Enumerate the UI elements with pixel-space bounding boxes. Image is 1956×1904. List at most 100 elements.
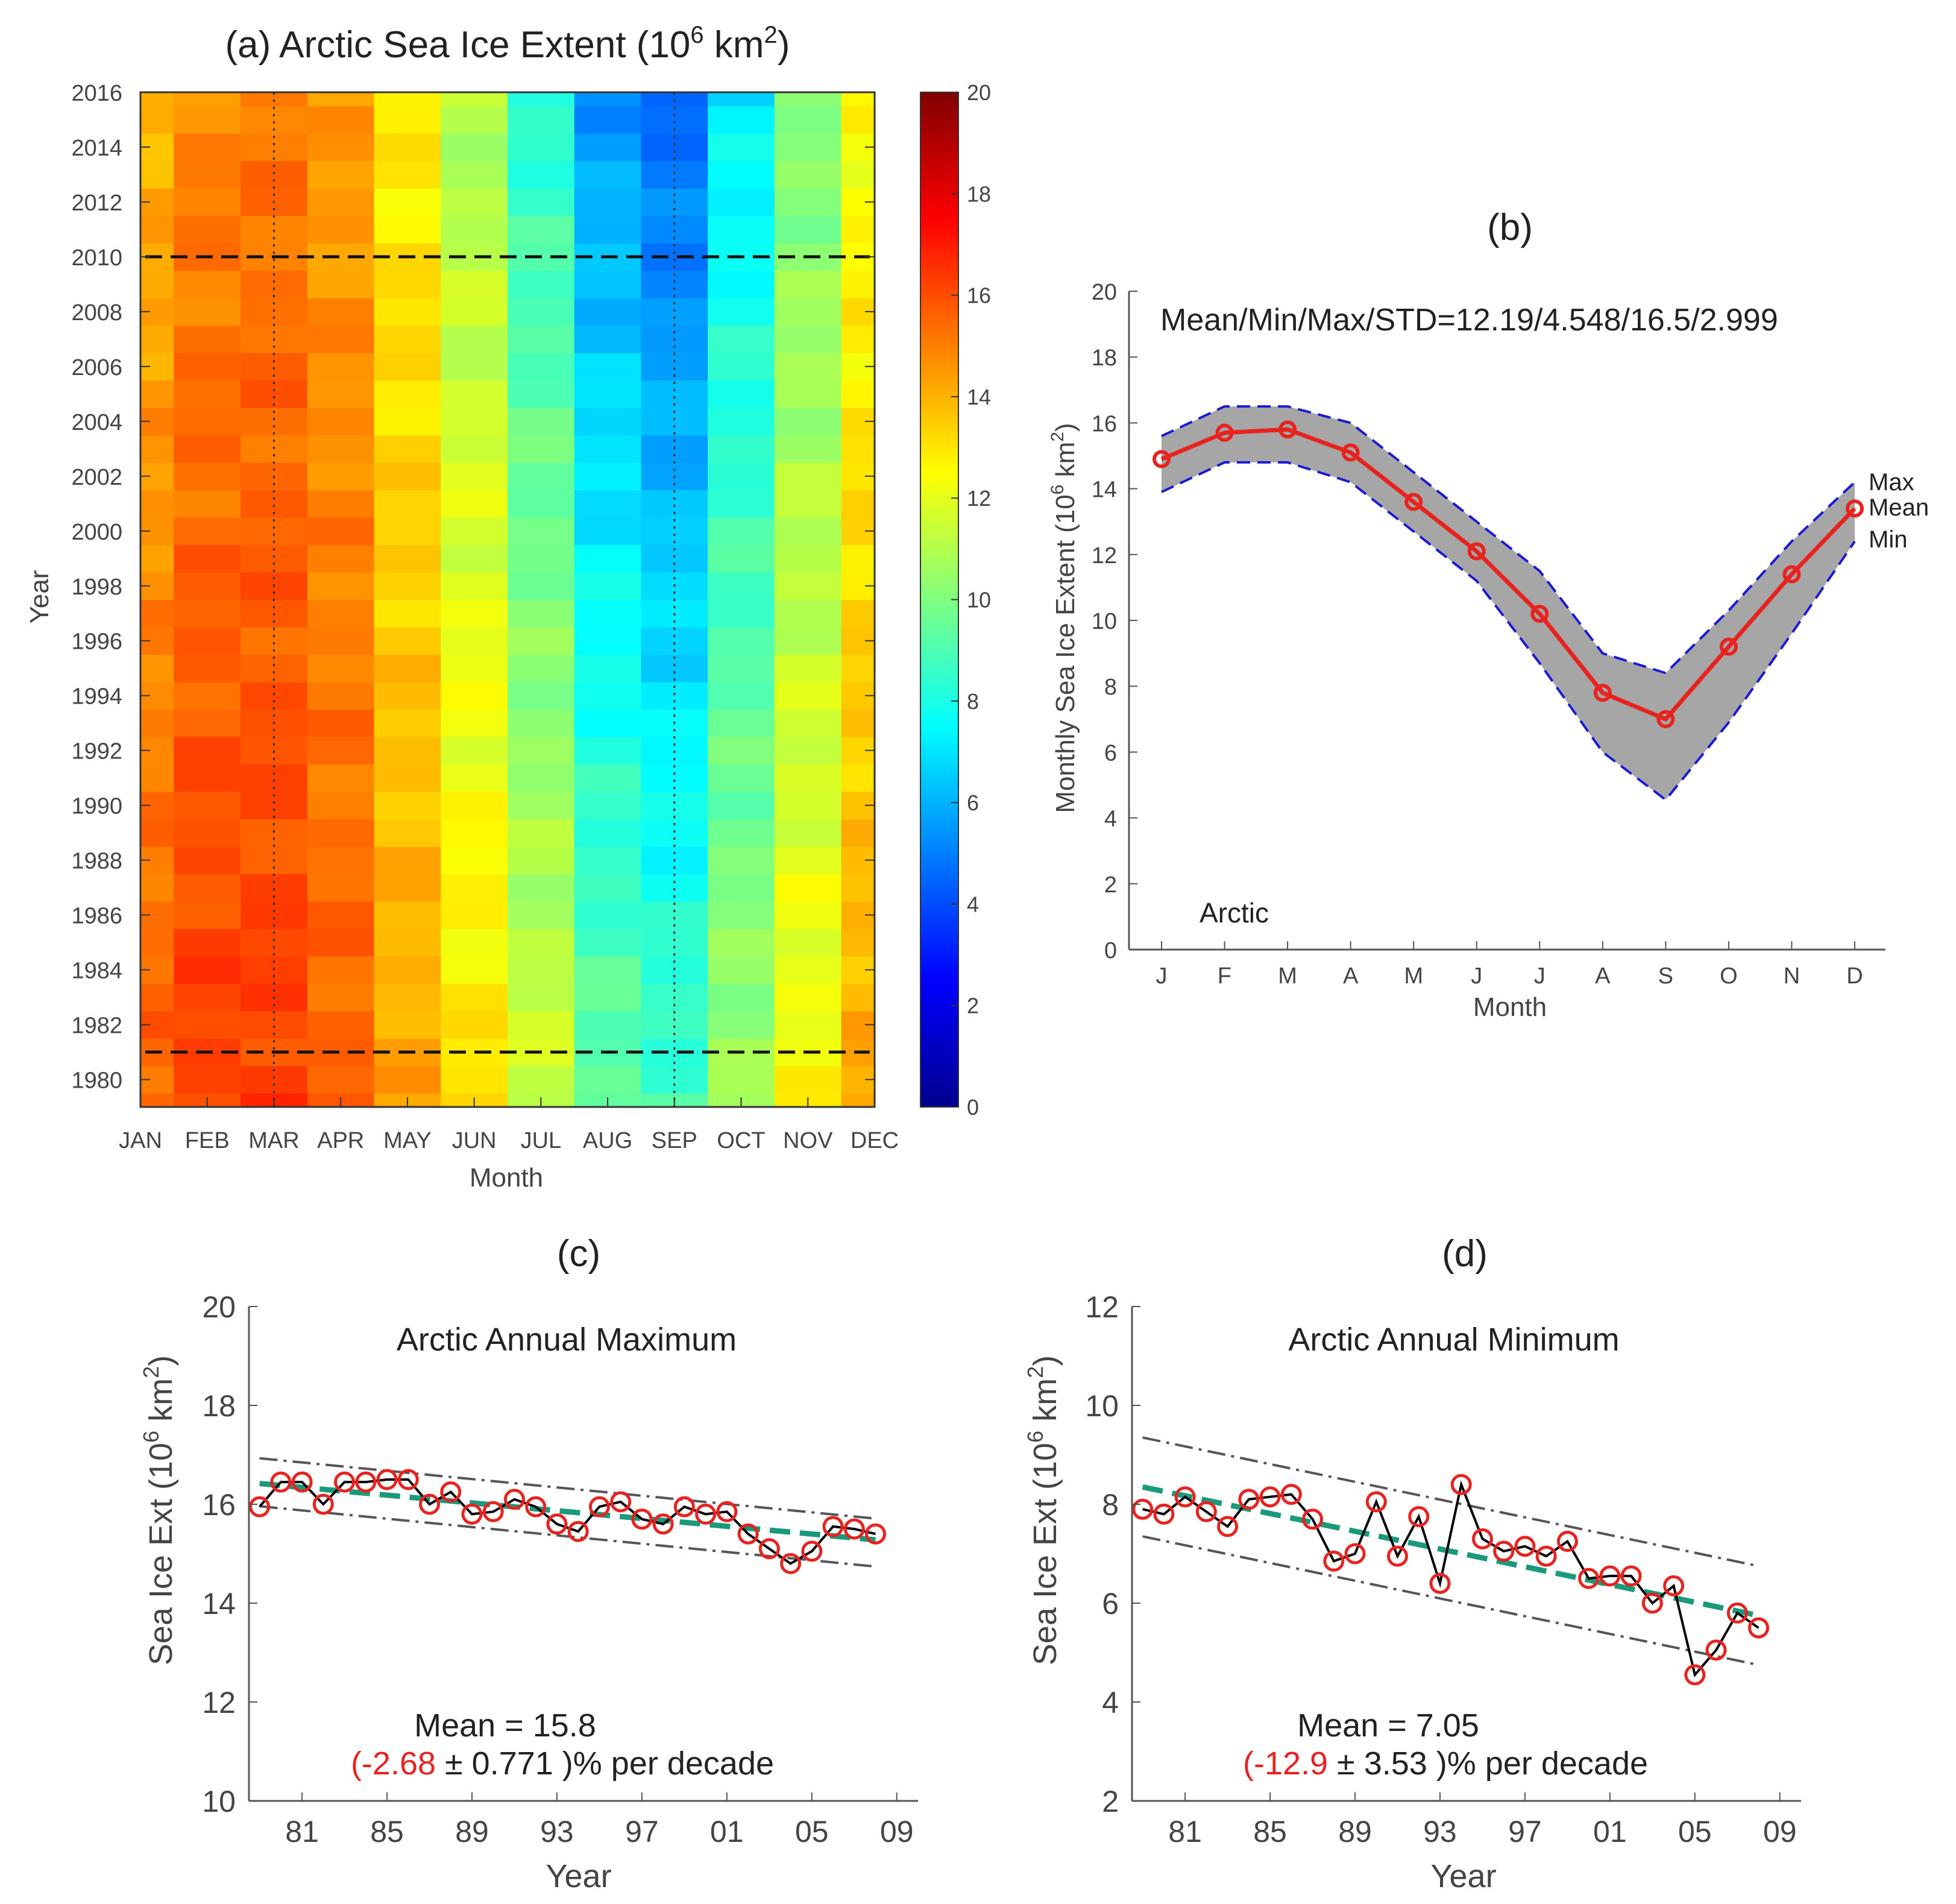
panel-d: (d) Arctic Annual Minimum 2 4 6 8 10 12 81 85 89… xyxy=(1023,1233,1801,1894)
legend-max-label: Max xyxy=(1869,469,1914,496)
mean-point xyxy=(1530,605,1549,623)
heatmap-cell xyxy=(574,709,642,737)
annual-point xyxy=(1748,1617,1770,1639)
heatmap-cell xyxy=(307,298,375,326)
heatmap-cell xyxy=(574,270,642,298)
heatmap-cell xyxy=(140,325,174,353)
annual-point xyxy=(610,1491,632,1513)
heatmap-cell xyxy=(574,380,642,408)
heatmap-cell xyxy=(574,681,642,710)
annual-point xyxy=(1344,1543,1366,1565)
heatmap-cell xyxy=(574,1010,642,1039)
heatmap-cell xyxy=(307,106,375,134)
heatmap-cell xyxy=(774,462,842,491)
heatmap-cell xyxy=(708,956,775,984)
panel-d-mean-text: Mean = 7.05 xyxy=(1297,1707,1479,1744)
heatmap-cell xyxy=(574,819,642,847)
colorbar-tick-label: 2 xyxy=(967,994,979,1018)
heatmap-cell xyxy=(708,736,775,765)
heatmap-cell xyxy=(140,92,174,107)
heatmap-cell xyxy=(774,736,842,765)
heatmap-cell xyxy=(841,160,875,189)
heatmap-cell xyxy=(641,654,708,682)
heatmap-cell xyxy=(774,874,842,902)
heatmap-cell xyxy=(708,681,775,710)
panel-b-plot: 0 2 4 6 8 10 12 14 16 18 20 J F M A M J J A S O N D xyxy=(1092,280,1885,989)
annual-point xyxy=(1132,1498,1154,1520)
annual-point xyxy=(652,1513,674,1535)
annual-point xyxy=(1280,1484,1302,1505)
heatmap-cell xyxy=(140,380,174,408)
x-tick-label: M xyxy=(1404,963,1423,989)
heatmap-cell xyxy=(374,654,441,682)
x-tick-label: O xyxy=(1720,963,1738,989)
heatmap-cell xyxy=(708,462,775,491)
heatmap-cell xyxy=(140,160,174,189)
annual-series-line xyxy=(259,1478,876,1565)
heatmap-cell xyxy=(374,298,441,326)
heatmap-cell xyxy=(441,408,508,436)
lower-bound-line xyxy=(259,1505,876,1568)
y-tick-label: 1990 xyxy=(71,794,122,819)
heatmap-cell xyxy=(508,626,575,655)
heatmap-cell xyxy=(374,846,441,874)
heatmap-cell xyxy=(307,901,375,929)
x-tick-label: J xyxy=(1534,963,1546,989)
heatmap-cell xyxy=(708,544,775,573)
y-tick-label: 4 xyxy=(1104,807,1117,832)
heatmap-cell xyxy=(140,215,174,244)
heatmap-cell xyxy=(574,626,642,655)
heatmap-cell xyxy=(307,353,375,381)
heatmap-cell xyxy=(374,764,441,792)
heatmap-cell xyxy=(774,270,842,298)
heatmap-cell xyxy=(574,874,642,902)
heatmap-cell xyxy=(174,764,241,792)
heatmap-cell xyxy=(174,298,241,326)
heatmap-cell xyxy=(708,1010,775,1039)
panel-b: (b) Mean/Min/Max/STD=12.19/4.548/16.5/2.… xyxy=(1048,207,1929,1022)
heatmap-cell xyxy=(374,270,441,298)
heatmap-cell xyxy=(708,572,775,601)
heatmap-cell xyxy=(174,215,241,244)
annual-point xyxy=(1450,1474,1472,1495)
heatmap-cell xyxy=(774,626,842,655)
lower-bound-line xyxy=(1142,1535,1759,1666)
y-tick-label: 2 xyxy=(1104,872,1117,898)
heatmap-cell xyxy=(574,983,642,1012)
heatmap-cell xyxy=(708,408,775,436)
heatmap-cell xyxy=(174,736,241,765)
panel-d-plot: 2 4 6 8 10 12 81 85 89 93 97 01 05 09 xyxy=(1085,1290,1801,1849)
heatmap-cell xyxy=(241,92,308,107)
heatmap-cell xyxy=(774,819,842,847)
heatmap-cell xyxy=(574,928,642,957)
x-tick-label: A xyxy=(1343,963,1359,989)
heatmap-cell xyxy=(841,928,875,957)
heatmap-cell xyxy=(307,983,375,1012)
heatmap-cell xyxy=(374,133,441,162)
heatmap-cell xyxy=(441,517,508,546)
heatmap-cell xyxy=(374,544,441,573)
heatmap-cell xyxy=(774,215,842,244)
annual-point xyxy=(1556,1531,1578,1552)
x-tick-label: 81 xyxy=(1168,1815,1202,1849)
annual-point xyxy=(1365,1491,1387,1513)
heatmap-cell xyxy=(441,490,508,518)
heatmap-cell xyxy=(140,983,174,1012)
heatmap-cell xyxy=(140,764,174,792)
heatmap-cell xyxy=(307,599,375,628)
colorbar-tick-label: 18 xyxy=(967,181,991,206)
y-tick-label: 1984 xyxy=(71,959,122,984)
annual-point xyxy=(1323,1550,1345,1572)
annual-point xyxy=(1705,1639,1727,1661)
annual-point xyxy=(291,1471,313,1493)
heatmap-cell xyxy=(374,709,441,737)
heatmap-cell xyxy=(774,681,842,710)
heatmap-cell xyxy=(574,408,642,436)
colorbar-tick-label: 20 xyxy=(967,80,991,105)
heatmap-cell xyxy=(374,626,441,655)
heatmap-cell xyxy=(774,572,842,601)
annual-point xyxy=(801,1540,823,1562)
heatmap-cell xyxy=(774,325,842,353)
legend-mean-label: Mean xyxy=(1869,494,1929,521)
heatmap-cell xyxy=(708,298,775,326)
